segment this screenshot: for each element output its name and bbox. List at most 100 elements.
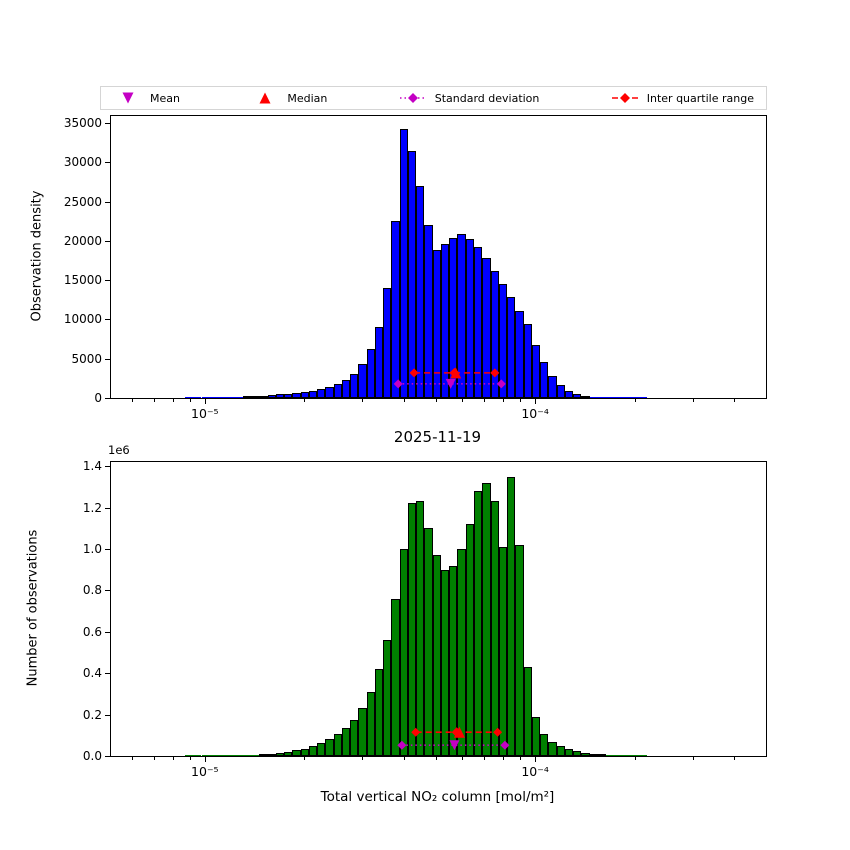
histogram-bar bbox=[622, 755, 631, 756]
histogram-bar bbox=[317, 388, 326, 398]
histogram-bar bbox=[193, 755, 202, 756]
x-minor-tick bbox=[189, 756, 191, 760]
x-minor-tick bbox=[692, 398, 694, 402]
histogram-bar bbox=[383, 640, 392, 756]
histogram-bar bbox=[523, 666, 532, 756]
top-histogram-axes: 10⁻⁵ 10⁻⁴ 0 5000 10000 15000 20000 25000 30000 35… bbox=[64, 115, 767, 421]
histogram-bar bbox=[399, 548, 408, 756]
x-tick-label: 10⁻⁴ bbox=[521, 406, 549, 421]
y-tick bbox=[105, 714, 111, 716]
histogram-bar bbox=[358, 364, 367, 398]
histogram-bar bbox=[300, 391, 309, 398]
histogram-bar bbox=[540, 734, 549, 756]
histogram-bar bbox=[292, 392, 301, 398]
x-minor-tick bbox=[503, 756, 505, 760]
histogram-bar bbox=[490, 270, 499, 398]
y-tick bbox=[105, 548, 111, 550]
histogram-bar bbox=[614, 397, 623, 398]
histogram-bar bbox=[498, 546, 508, 756]
histogram-bar bbox=[407, 503, 417, 756]
histogram-bar bbox=[556, 385, 565, 398]
x-tick bbox=[204, 398, 206, 404]
y-tick-label: 30000 bbox=[63, 155, 102, 170]
histogram-bar bbox=[531, 344, 541, 398]
y-tick-label: 0.6 bbox=[82, 624, 102, 639]
histogram-bar bbox=[515, 310, 524, 398]
bottom-histogram-axes: 10⁻⁵ 10⁻⁴ 0.0 0.2 0.4 0.6 0.8 1.0 1.2 1.4 bbox=[83, 459, 767, 779]
histogram-bar bbox=[614, 755, 623, 756]
x-minor-tick bbox=[304, 398, 306, 402]
histogram-bar bbox=[622, 397, 631, 398]
x-minor-tick bbox=[172, 398, 174, 402]
histogram-bar bbox=[606, 397, 615, 398]
histogram-bar bbox=[548, 741, 557, 756]
subplot-title-date: 2025-11-19 bbox=[393, 428, 482, 446]
histogram-bar bbox=[234, 755, 243, 756]
histogram-bar bbox=[440, 244, 450, 398]
legend-item-median: Median bbox=[250, 91, 327, 105]
histogram-bar bbox=[589, 396, 598, 398]
legend-item-standard-deviation: Standard deviation bbox=[398, 91, 539, 105]
histogram-bar bbox=[366, 349, 375, 398]
y-tick-label: 1.2 bbox=[82, 500, 102, 515]
histogram-bar bbox=[407, 150, 417, 398]
histogram-bar bbox=[317, 742, 326, 756]
y-tick-label: 0.2 bbox=[82, 707, 102, 722]
histogram-bar bbox=[325, 739, 334, 756]
x-minor-tick bbox=[435, 398, 437, 402]
histogram-bar bbox=[259, 754, 268, 756]
y-axis-offset-label: 1e6 bbox=[108, 443, 130, 457]
histogram-bar bbox=[284, 393, 293, 398]
histogram-bar bbox=[630, 755, 640, 756]
y-axis-label-number-of-observations: Number of observations bbox=[25, 529, 41, 687]
histogram-bar bbox=[209, 755, 218, 756]
histogram-bar bbox=[449, 237, 458, 398]
x-tick-label: 10⁻⁵ bbox=[191, 764, 219, 779]
histogram-bar bbox=[424, 528, 433, 756]
histogram-bar bbox=[201, 755, 210, 756]
x-minor-tick bbox=[131, 756, 133, 760]
histogram-bar bbox=[308, 390, 318, 398]
histogram-bar bbox=[242, 396, 252, 398]
x-minor-tick bbox=[362, 398, 364, 402]
x-minor-tick bbox=[403, 398, 405, 402]
histogram-bar bbox=[416, 501, 425, 756]
histogram-bar bbox=[564, 749, 574, 756]
histogram-bar bbox=[374, 327, 384, 398]
histogram-bar bbox=[333, 734, 342, 756]
diamond-marker bbox=[407, 93, 418, 103]
x-tick bbox=[535, 756, 537, 762]
x-minor-tick bbox=[403, 756, 405, 760]
x-minor-tick bbox=[435, 756, 437, 760]
y-tick-label: 0.8 bbox=[82, 583, 102, 598]
x-tick-label: 10⁻⁴ bbox=[521, 764, 549, 779]
histogram-bar bbox=[581, 752, 590, 756]
x-minor-tick bbox=[692, 756, 694, 760]
diamond-marker bbox=[619, 93, 630, 103]
histogram-bar bbox=[350, 373, 359, 398]
histogram-bar bbox=[416, 185, 425, 398]
histogram-bar bbox=[251, 395, 260, 398]
y-tick-label: 5000 bbox=[71, 351, 102, 366]
y-tick bbox=[105, 240, 111, 242]
y-tick bbox=[105, 673, 111, 675]
histogram-bar bbox=[267, 753, 276, 756]
histogram-bar bbox=[474, 491, 483, 756]
histogram-bar bbox=[606, 754, 615, 756]
histogram-bar bbox=[589, 753, 598, 756]
histogram-bar bbox=[523, 324, 532, 398]
histogram-bar bbox=[209, 397, 218, 398]
x-tick bbox=[204, 756, 206, 762]
histogram-bar bbox=[267, 394, 276, 398]
histogram-bar bbox=[639, 755, 648, 756]
histogram-bar bbox=[358, 708, 367, 756]
x-tick-label: 10⁻⁵ bbox=[191, 406, 219, 421]
histogram-bar bbox=[507, 297, 516, 398]
y-tick-label: 15000 bbox=[63, 273, 102, 288]
histogram-bar bbox=[366, 691, 375, 756]
y-tick-label: 10000 bbox=[63, 312, 102, 327]
histogram-bar bbox=[226, 755, 235, 756]
x-minor-tick bbox=[131, 398, 133, 402]
legend-item-inter-quartile-range: Inter quartile range bbox=[610, 91, 754, 105]
x-minor-tick bbox=[153, 398, 155, 402]
